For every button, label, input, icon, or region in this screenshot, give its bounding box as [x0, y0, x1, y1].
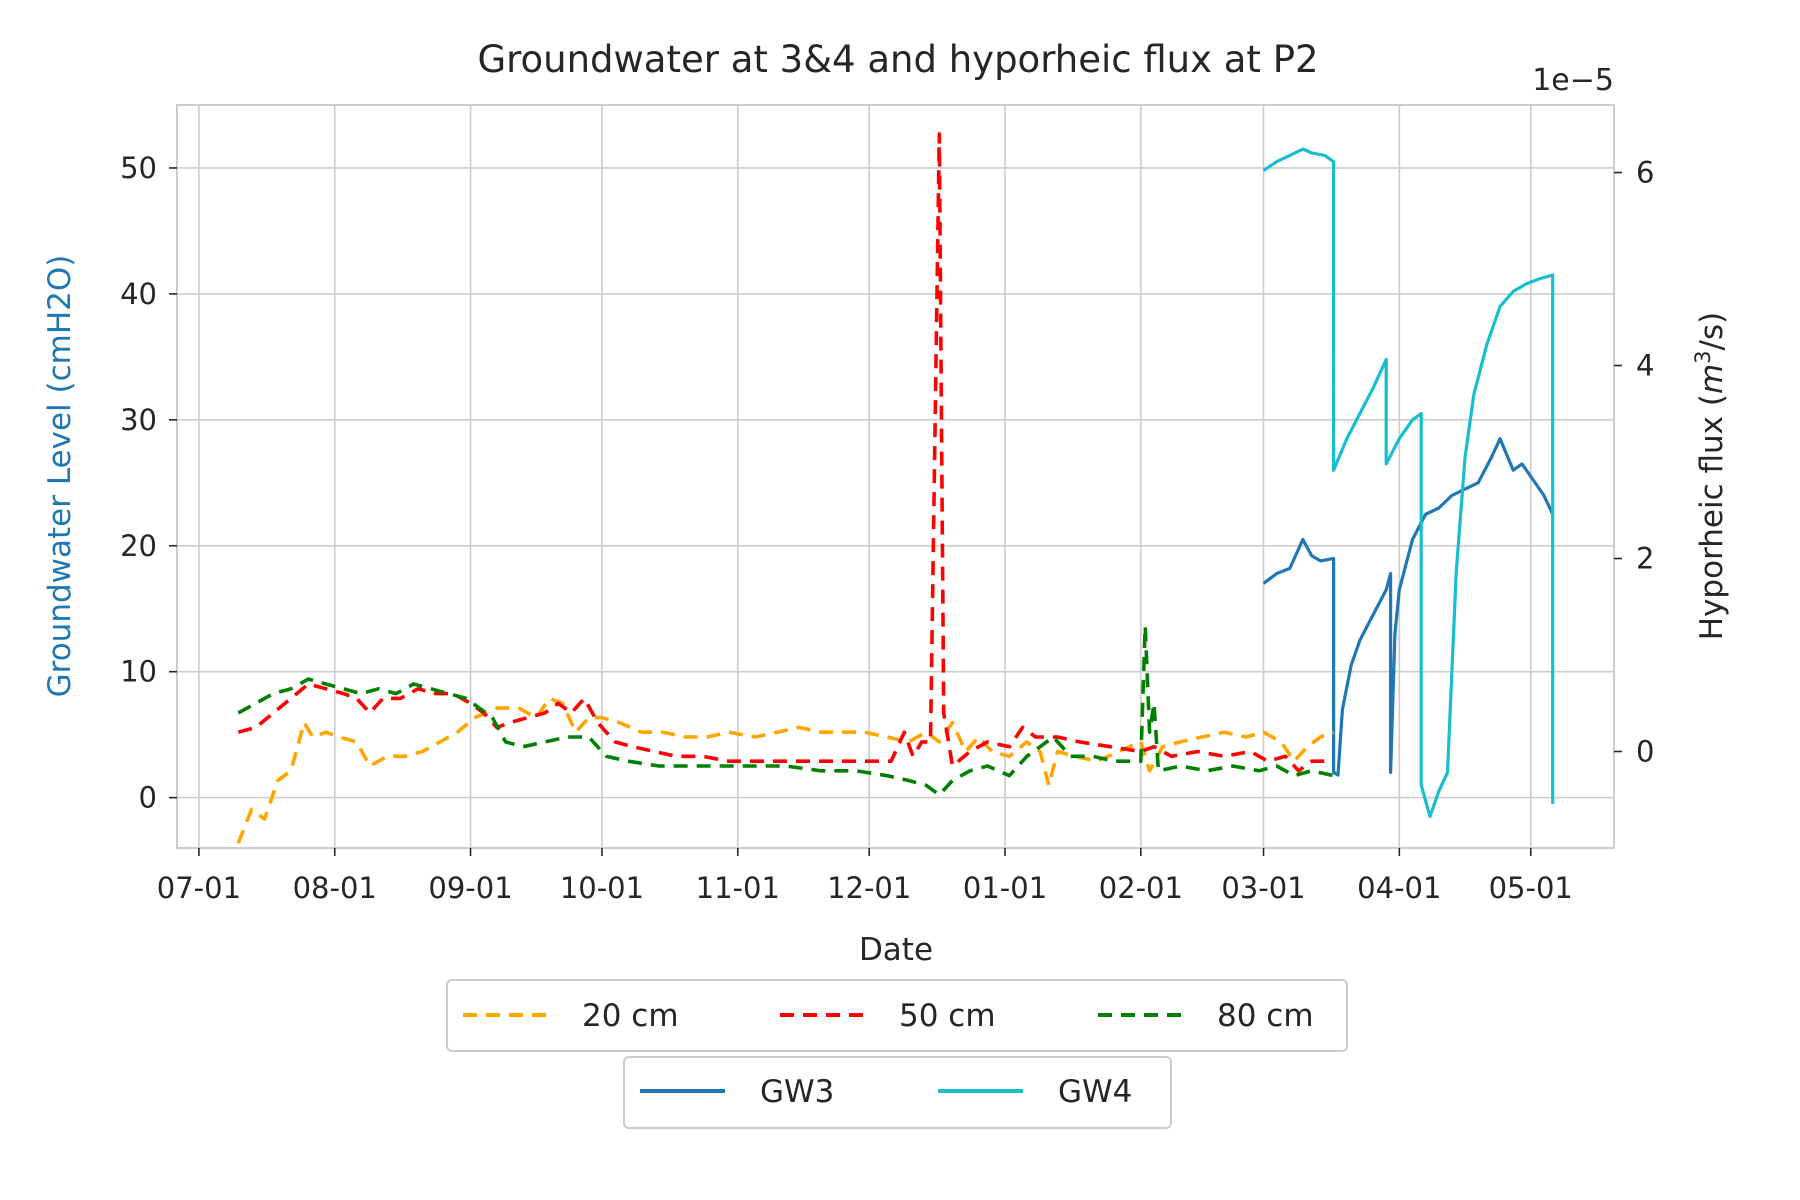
- x-tick-label-10: 05-01: [1489, 871, 1573, 905]
- chart-title: Groundwater at 3&4 and hyporheic flux at…: [477, 38, 1318, 81]
- plot-frame: [176, 104, 1615, 849]
- x-tick-label-2: 09-01: [428, 871, 512, 905]
- legend-depth-box: [446, 979, 1348, 1052]
- y-left-tick-label-5: 50: [120, 151, 157, 185]
- x-tick-label-6: 01-01: [963, 871, 1047, 905]
- x-tick-label-4: 11-01: [696, 871, 780, 905]
- y-left-tick-label-2: 20: [120, 529, 157, 563]
- x-tick-label-7: 02-01: [1099, 871, 1183, 905]
- y-left-tick-label-3: 30: [120, 403, 157, 437]
- x-axis: 07-01 08-01 09-01 10-01 11-01 12-01 01-01 02-01…: [157, 848, 1573, 905]
- x-axis-label: Date: [859, 932, 933, 968]
- y-axis-right-label-exp: 3: [1691, 350, 1715, 363]
- series-line-50cm: [237, 132, 1334, 773]
- x-tick-label-0: 07-01: [157, 871, 241, 905]
- y-axis-right-label-unit: m: [1694, 364, 1730, 394]
- y-axis-right-label-tail: /s): [1694, 312, 1730, 351]
- x-tick-label-9: 04-01: [1357, 871, 1441, 905]
- x-tick-label-5: 12-01: [827, 871, 911, 905]
- legend-gw: GW3 GW4: [623, 1056, 1172, 1129]
- y-right-tick-label-0: 0: [1636, 735, 1654, 769]
- y-axis-left-label: Groundwater Level (cmH2O): [42, 255, 78, 698]
- series-line-gw3: [1262, 437, 1555, 777]
- y-left-tick-label-1: 10: [120, 655, 157, 689]
- x-tick-label-8: 03-01: [1221, 871, 1305, 905]
- series-layer: [236, 132, 1555, 844]
- y-left-tick-label-4: 40: [120, 277, 157, 311]
- x-tick-label-3: 10-01: [560, 871, 644, 905]
- grid: [177, 105, 1614, 848]
- y-right-tick-label-3: 6: [1636, 156, 1654, 190]
- y-left-tick-label-0: 0: [139, 781, 157, 815]
- right-axis-multiplier: 1e−5: [1532, 63, 1614, 98]
- legend-label-20cm: 20 cm: [582, 998, 679, 1034]
- y-right-tick-label-1: 2: [1636, 542, 1654, 576]
- x-tick-label-1: 08-01: [293, 871, 377, 905]
- series-line-80cm: [237, 624, 1334, 797]
- legend-label-gw3: GW3: [760, 1074, 834, 1110]
- series-line-gw4: [1262, 147, 1555, 819]
- y-right-tick-label-2: 4: [1636, 349, 1654, 383]
- legend-label-gw4: GW4: [1058, 1074, 1132, 1110]
- y-axis-right: 0 2 4 6: [1614, 156, 1654, 769]
- y-axis-right-label: Hyporheic flux (m3/s): [1691, 312, 1730, 640]
- y-axis-right-label-text: Hyporheic flux (: [1694, 394, 1730, 640]
- legend-gw-box: [623, 1056, 1172, 1129]
- legend-label-80cm: 80 cm: [1217, 998, 1314, 1034]
- y-axis-left: 0 10 20 30 40 50: [120, 151, 177, 815]
- legend-label-50cm: 50 cm: [899, 998, 996, 1034]
- series-line-20cm: [236, 696, 1335, 844]
- legend-depth: 20 cm 50 cm 80 cm: [446, 979, 1348, 1052]
